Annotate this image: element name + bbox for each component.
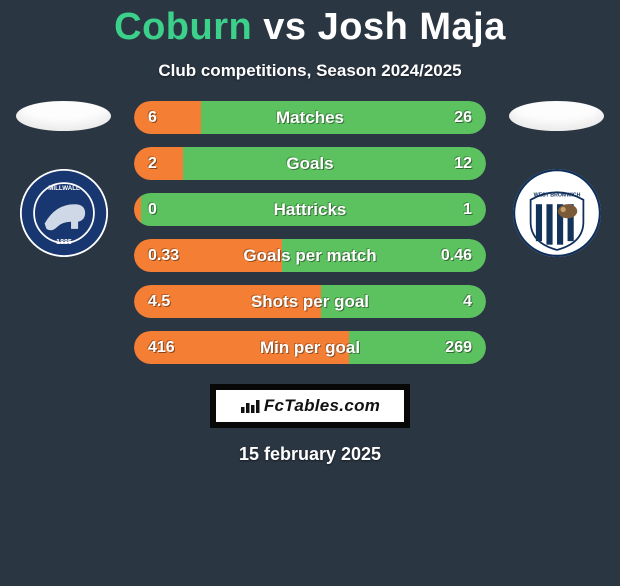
title-left: Coburn <box>114 6 252 48</box>
page-title: Coburn vs Josh Maja <box>0 6 620 49</box>
svg-text:MILLWALL: MILLWALL <box>48 185 80 192</box>
stat-value-right: 269 <box>428 339 472 357</box>
title-right: Josh Maja <box>318 6 506 48</box>
west-brom-badge-icon: WEST BROMWICH <box>513 169 601 257</box>
stat-row: 6Matches26 <box>134 101 486 134</box>
stat-value-right: 0.46 <box>428 247 472 265</box>
stat-value-right: 1 <box>428 201 472 219</box>
stat-row: 0.33Goals per match0.46 <box>134 239 486 272</box>
left-player-column: MILLWALL 1885 <box>11 101 116 257</box>
stat-value-right: 4 <box>428 293 472 311</box>
subtitle: Club competitions, Season 2024/2025 <box>0 61 620 81</box>
comparison-area: MILLWALL 1885 6Matches26 2Goals12 0Hattric… <box>0 101 620 364</box>
stat-row: 2Goals12 <box>134 147 486 180</box>
millwall-badge-icon: MILLWALL 1885 <box>20 169 108 257</box>
right-club-badge: WEST BROMWICH <box>513 169 601 257</box>
title-sep: vs <box>252 6 317 48</box>
stat-row: 4.5Shots per goal4 <box>134 285 486 318</box>
brand-text: FcTables.com <box>264 396 380 416</box>
stat-row: 416Min per goal269 <box>134 331 486 364</box>
chart-icon <box>240 398 260 414</box>
svg-text:1885: 1885 <box>56 239 72 246</box>
stat-row: 0Hattricks1 <box>134 193 486 226</box>
stats-column: 6Matches26 2Goals12 0Hattricks1 0.33Goals p… <box>134 101 486 364</box>
right-player-photo <box>509 101 604 131</box>
left-club-badge: MILLWALL 1885 <box>20 169 108 257</box>
stat-value-right: 26 <box>428 109 472 127</box>
left-player-photo <box>16 101 111 131</box>
stat-value-right: 12 <box>428 155 472 173</box>
svg-text:WEST BROMWICH: WEST BROMWICH <box>533 192 580 198</box>
date: 15 february 2025 <box>0 444 620 465</box>
brand-box: FcTables.com <box>210 384 410 428</box>
right-player-column: WEST BROMWICH <box>504 101 609 257</box>
